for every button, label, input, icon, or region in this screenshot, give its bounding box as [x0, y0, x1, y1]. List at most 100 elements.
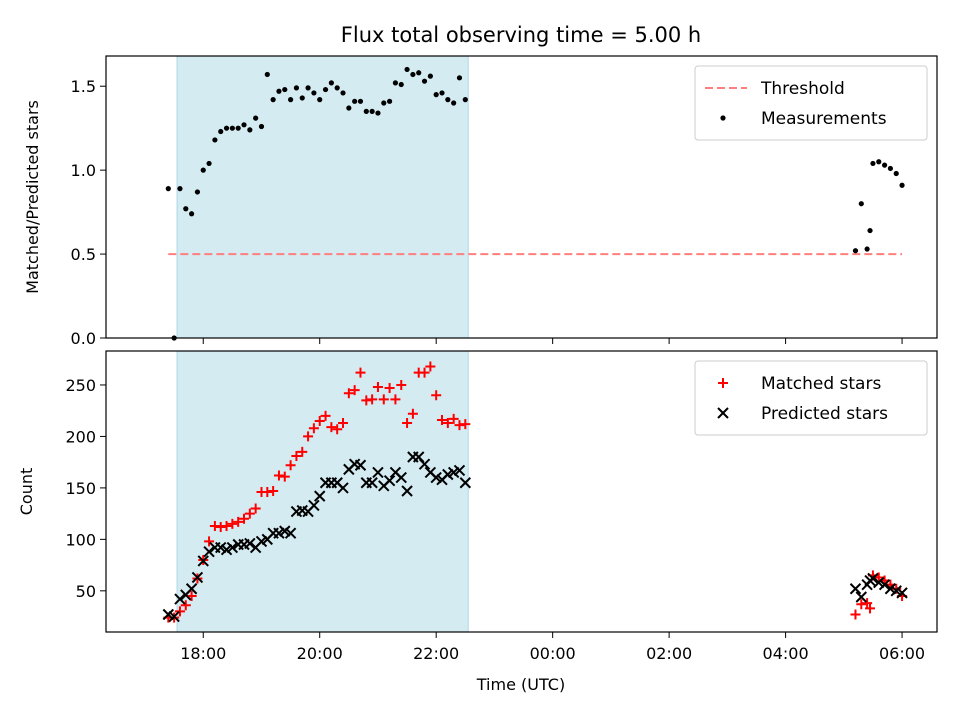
matched-star-point [279, 471, 290, 482]
measurement-point [867, 227, 873, 234]
measurement-point [876, 159, 882, 165]
matched-star-point [268, 485, 279, 496]
measurement-point [410, 71, 416, 78]
y-tick-label: 250 [65, 376, 96, 395]
y-tick-label: 100 [65, 530, 96, 549]
predicted-star-point [226, 541, 239, 554]
matched-star-point [262, 487, 273, 498]
measurement-point [317, 97, 323, 103]
predicted-star-point [459, 477, 472, 489]
predicted-star-point [308, 499, 320, 512]
x-tick-label: 22:00 [413, 644, 459, 663]
predicted-star-point [401, 485, 413, 497]
measurement-point [328, 80, 334, 86]
matched-star-point [873, 572, 884, 583]
predicted-star-point [185, 583, 198, 595]
matched-star-point [186, 590, 197, 601]
predicted-star-point [203, 546, 215, 558]
measurement-point [346, 105, 352, 111]
matched-star-point [384, 383, 395, 394]
predicted-star-point [314, 490, 326, 502]
measurement-point [375, 110, 381, 116]
measurement-point [189, 211, 195, 217]
count-panel: 50 100 150 200 250 18:00 20:00 22:00 00:00 02:00 0… [17, 350, 938, 663]
matched-star-point [407, 408, 418, 419]
matched-star-point [448, 413, 459, 424]
x-tick-label: 06:00 [879, 644, 925, 663]
measurement-point [881, 162, 888, 168]
measurement-point [212, 137, 218, 143]
predicted-star-point [383, 474, 396, 487]
matched-star-point [372, 382, 383, 393]
matched-star-point [209, 520, 220, 531]
measurement-point [206, 160, 212, 167]
matched-star-point [367, 394, 378, 405]
observing-window-shade [176, 55, 469, 339]
predicted-star-point [197, 555, 209, 567]
measurement-point [439, 90, 445, 96]
matched-star-point [174, 606, 185, 617]
measurement-point [322, 86, 329, 93]
matched-star-point [215, 522, 226, 533]
measurement-point [899, 182, 905, 188]
predicted-star-point [453, 464, 466, 477]
legend-label: Threshold [760, 79, 845, 99]
measurement-point [893, 170, 899, 177]
matched-star-point [233, 516, 244, 527]
observing-window-shade [176, 350, 469, 633]
plot-frame [105, 350, 938, 633]
measurement-point [864, 246, 870, 252]
predicted-star-point [878, 578, 891, 591]
measurement-point [165, 186, 171, 192]
predicted-star-point [366, 477, 378, 489]
measurement-point [270, 97, 276, 103]
legend-label: Matched stars [761, 374, 881, 394]
x-tick-label: 18:00 [180, 644, 226, 663]
measurement-point [282, 86, 288, 93]
measurement-point [451, 100, 457, 106]
matched-star-point [239, 513, 250, 524]
y-axis-label: Matched/Predicted stars [23, 100, 42, 294]
predicted-star-point [372, 466, 384, 479]
y-tick-label: 0.5 [71, 245, 96, 264]
matched-star-point [402, 418, 413, 429]
measurement-point [183, 206, 189, 212]
y-tick-label: 150 [65, 479, 96, 498]
legend-box [694, 65, 928, 141]
matched-star-point [361, 395, 372, 406]
matched-star-point [425, 361, 436, 372]
measurement-point [462, 97, 468, 103]
measurement-point [200, 167, 206, 173]
predicted-star-point [896, 587, 908, 599]
matched-star-point [442, 418, 453, 429]
measurement-point [229, 125, 235, 131]
measurement-point [416, 70, 422, 76]
measurement-point [177, 186, 183, 192]
measurement-point [194, 189, 201, 195]
chart-title: Flux total observing time = 5.00 h [341, 23, 701, 47]
predicted-star-point [168, 610, 180, 623]
measurement-point [247, 127, 253, 133]
matched-star-point [378, 394, 389, 405]
predicted-star-point [418, 458, 431, 470]
matched-star-point [244, 508, 255, 519]
x-tick-label: 20:00 [297, 644, 343, 663]
matched-star-point [431, 390, 442, 401]
measurement-point [293, 85, 300, 91]
legend-box [694, 360, 928, 436]
matched-star-point [303, 431, 314, 442]
measurement-point [433, 92, 439, 98]
predicted-star-point [354, 459, 367, 471]
measurement-point [241, 122, 247, 128]
y-axis-label: Count [17, 468, 36, 516]
measurement-point [340, 90, 346, 96]
matched-star-point [850, 609, 861, 620]
y-tick-label: 50 [76, 582, 96, 601]
predicted-star-point [867, 572, 879, 585]
matched-star-point [460, 419, 471, 430]
measurement-point [288, 97, 294, 103]
plot-frame [105, 55, 938, 339]
legend-measurement-swatch [720, 115, 726, 121]
predicted-star-point [855, 591, 868, 603]
